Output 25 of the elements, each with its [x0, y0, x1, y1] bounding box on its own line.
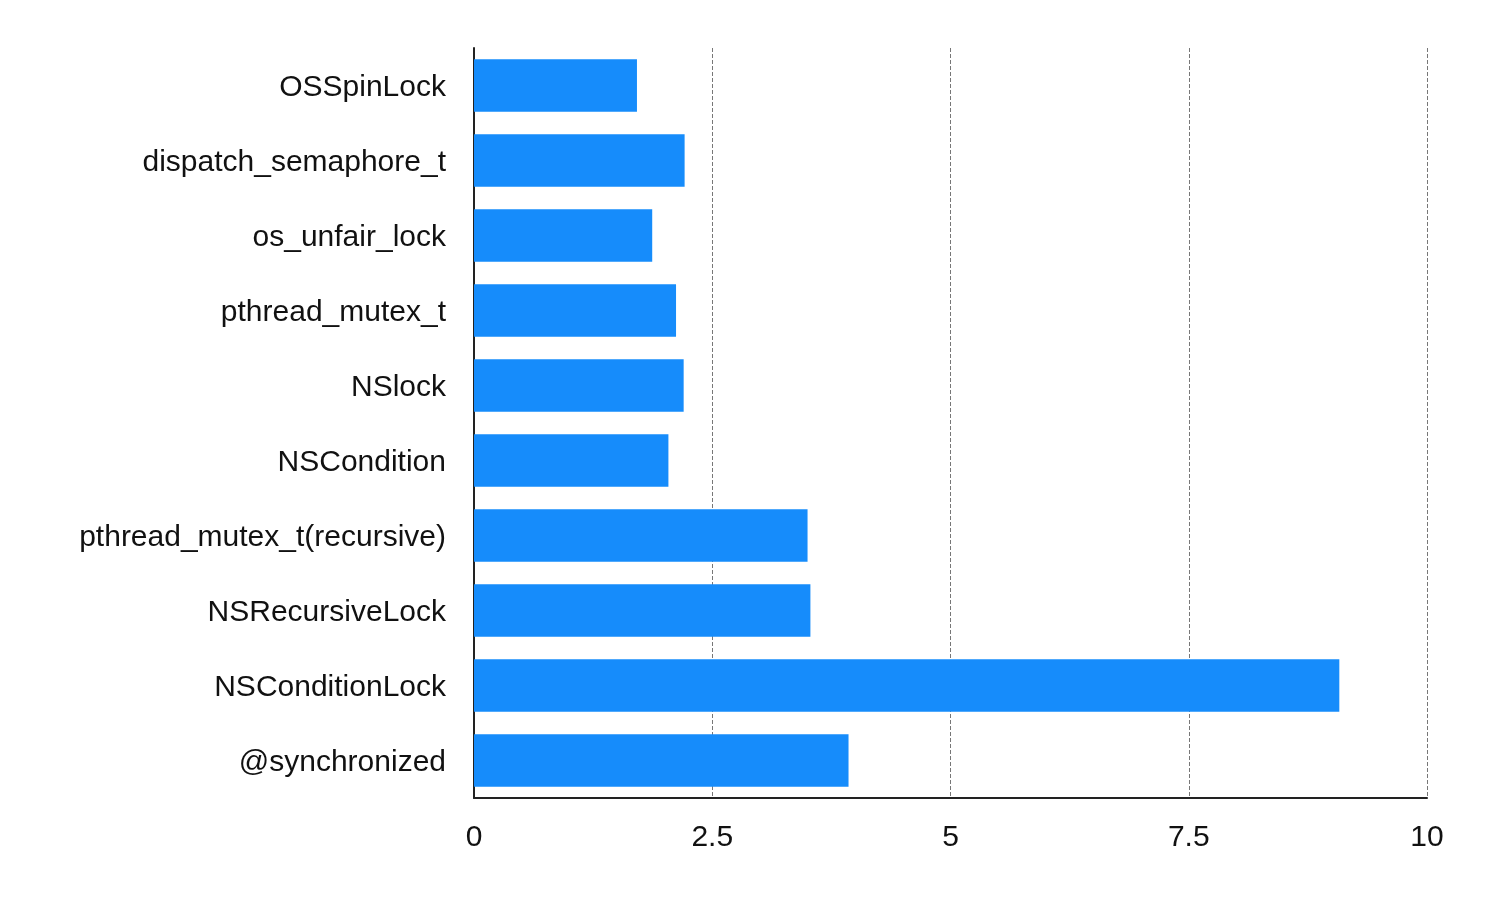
x-tick-label: 5	[942, 818, 959, 852]
x-tick-label: 7.5	[1167, 818, 1210, 852]
y-tick-label: os_unfair_lock	[252, 219, 447, 252]
bar	[474, 509, 808, 562]
bar	[474, 359, 684, 412]
y-tick-label: NSRecursiveLock	[207, 594, 447, 627]
x-tick-label: 2.5	[691, 818, 734, 852]
bar	[474, 584, 811, 637]
bar	[474, 59, 637, 112]
bar	[474, 659, 1340, 712]
bar	[474, 734, 849, 787]
bar	[474, 134, 685, 187]
y-tick-label: pthread_mutex_t	[220, 294, 447, 327]
y-tick-label: NSlock	[350, 369, 447, 402]
y-tick-label: pthread_mutex_t(recursive)	[79, 519, 446, 552]
bar	[474, 434, 669, 487]
y-tick-label: NSCondition	[277, 444, 446, 477]
x-tick-label: 10	[1410, 818, 1444, 852]
y-tick-label: OSSpinLock	[279, 69, 447, 102]
y-tick-label: @synchronized	[238, 744, 446, 777]
bar	[474, 284, 677, 337]
y-tick-label: dispatch_semaphore_t	[142, 144, 447, 177]
x-tick-label: 0	[465, 818, 483, 852]
y-tick-label: NSConditionLock	[214, 669, 447, 702]
bar	[474, 209, 653, 262]
